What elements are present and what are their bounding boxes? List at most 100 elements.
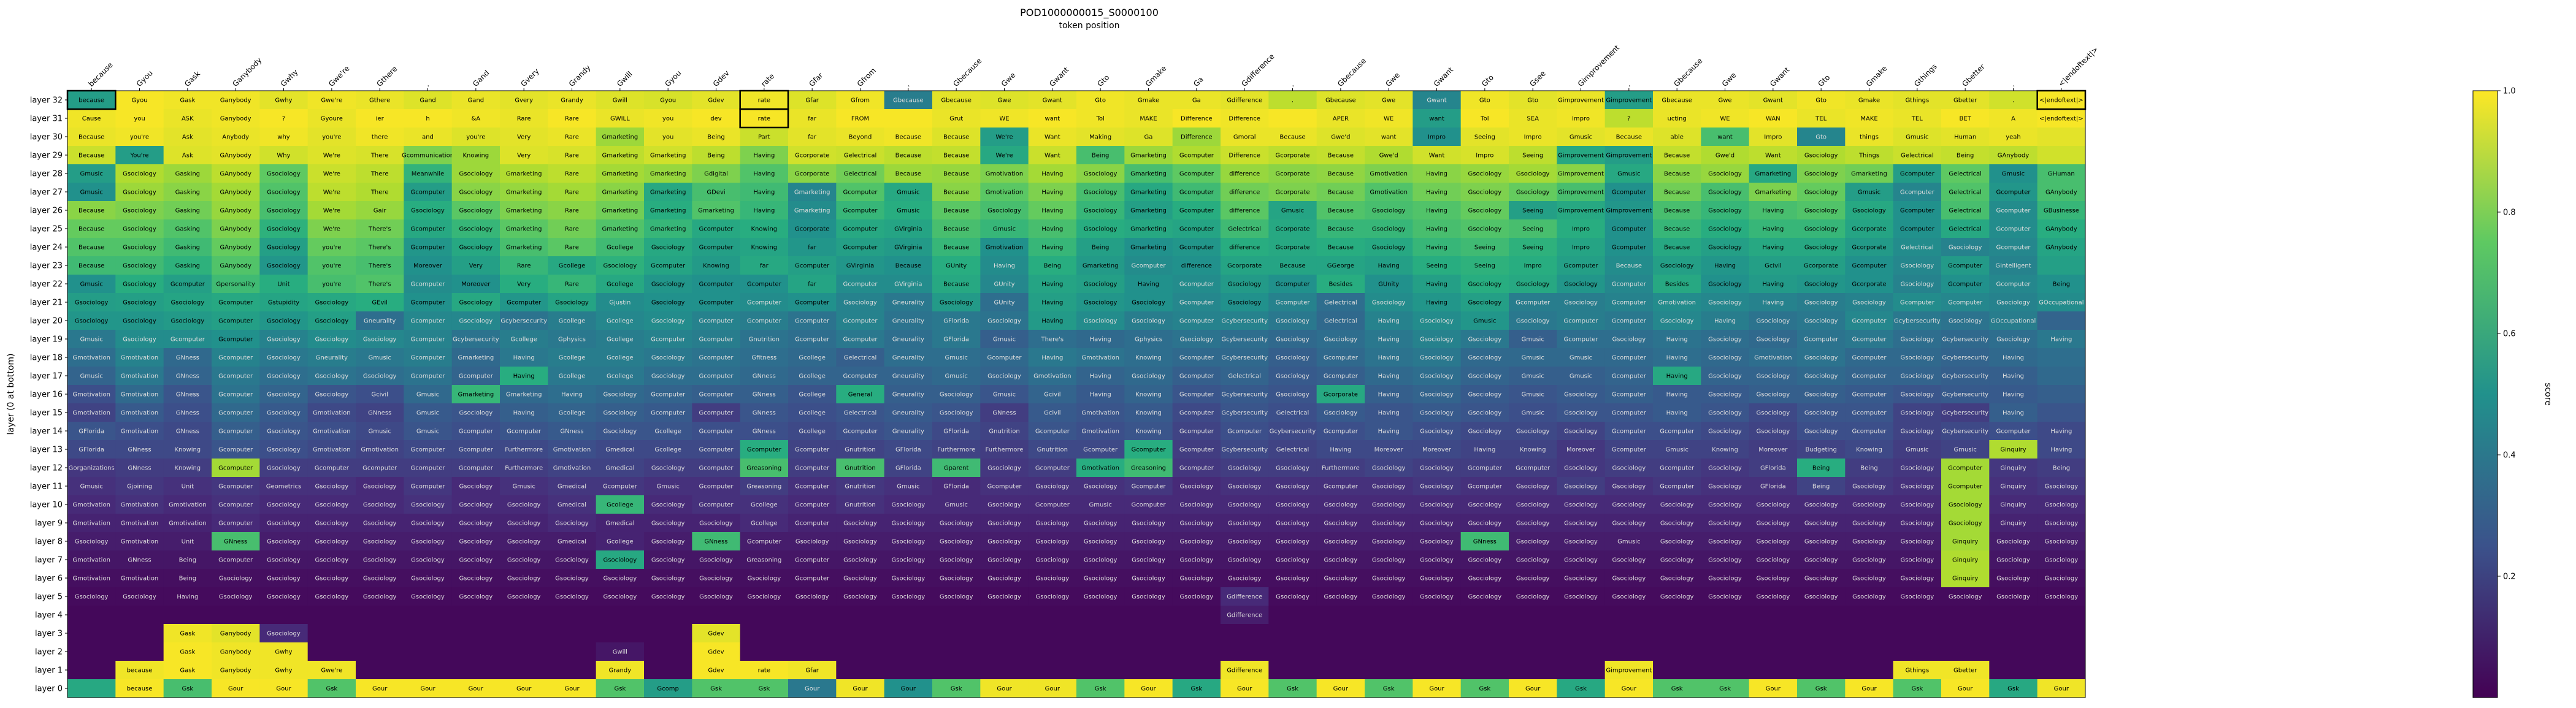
heatmap-cell <box>1460 219 1509 238</box>
cell-token-label: Gimprovement <box>1606 668 1652 674</box>
cell-token-label: Gcomputer <box>1900 189 1935 196</box>
heatmap-cell <box>1172 550 1221 569</box>
cell-token-label: Gsociology <box>1804 428 1838 435</box>
heatmap-cell <box>451 275 500 294</box>
cell-token-label: Gsociology <box>1901 410 1934 417</box>
heatmap-cell <box>1076 440 1125 459</box>
heatmap-cell <box>1316 256 1365 275</box>
heatmap-cell <box>692 385 741 404</box>
heatmap-cell <box>1845 293 1894 312</box>
x-tick-label: Gbecause <box>1672 56 1704 88</box>
heatmap-cell <box>548 311 597 330</box>
heatmap-cell <box>1124 422 1173 441</box>
cell-token-label: Gsociology <box>1804 189 1838 196</box>
cell-token-label: Gcybersecurity <box>1942 337 1988 343</box>
heatmap-cell <box>932 201 981 220</box>
heatmap-cell <box>1989 293 2038 312</box>
cell-token-label: Gthere <box>369 97 390 104</box>
heatmap-cell <box>500 109 548 128</box>
cell-token-label: Gsociology <box>1036 539 1070 546</box>
cell-token-label: Gour <box>2054 686 2069 693</box>
cell-token-label: There's <box>1041 337 1064 343</box>
cell-token-label: Gneurality <box>892 410 924 417</box>
heatmap-cell <box>2037 514 2086 533</box>
cell-token-label: Gcomputer <box>699 337 734 343</box>
cell-token-label: Gsociology <box>651 318 685 325</box>
y-tick-label: layer 11 <box>30 482 63 492</box>
heatmap-cell <box>1604 330 1654 349</box>
heatmap-cell <box>212 661 260 680</box>
heatmap-cell <box>596 348 645 367</box>
cell-token-label: Gsociology <box>1420 502 1454 509</box>
heatmap-cell <box>115 311 164 330</box>
cell-token-label: Gcomputer <box>1996 245 2031 251</box>
heatmap-cell <box>1509 606 1557 625</box>
heatmap-cell <box>596 532 645 551</box>
heatmap-cell <box>1413 477 1462 496</box>
cell-token-label: Knowing <box>1520 447 1546 454</box>
heatmap-cell <box>1316 642 1365 661</box>
cell-token-label: GNness <box>560 428 583 435</box>
heatmap-cell <box>740 587 789 606</box>
cell-token-label: Gelectrical <box>844 355 877 362</box>
heatmap-cell <box>404 403 453 422</box>
cell-token-label: Gsociology <box>315 557 349 564</box>
heatmap-cell <box>1749 495 1798 514</box>
cell-token-label: Seeing <box>1474 263 1495 270</box>
heatmap-cell <box>1989 91 2038 110</box>
heatmap-cell <box>548 128 597 147</box>
cell-token-label: Gask <box>180 97 195 104</box>
cell-token-label: Having <box>1041 189 1063 196</box>
heatmap-cell <box>1509 440 1557 459</box>
cell-token-label: Gsociology <box>1324 594 1358 601</box>
cell-token-label: Gsociology <box>1804 410 1838 417</box>
cell-token-label: Gsociology <box>315 318 349 325</box>
heatmap-cell <box>1172 661 1221 680</box>
heatmap-cell <box>1268 532 1317 551</box>
cell-token-label: Gsociology <box>1996 539 2030 546</box>
heatmap-cell <box>692 183 741 202</box>
y-tick-label: layer 6 <box>35 574 63 584</box>
cell-token-label: Ginquiry <box>2000 484 2026 490</box>
cell-token-label: Gsociology <box>1372 208 1406 215</box>
cell-token-label: Very <box>517 281 531 288</box>
heatmap-cell <box>596 385 645 404</box>
heatmap-cell <box>1845 109 1894 128</box>
cell-token-label: Gsociology <box>1180 594 1214 601</box>
cell-token-label: Gsociology <box>1708 373 1742 380</box>
heatmap-cell <box>788 514 837 533</box>
cell-token-label: GNness <box>704 539 727 546</box>
cell-token-label: Gmotivation <box>121 410 159 417</box>
cell-token-label: Gsociology <box>1372 520 1406 527</box>
cell-token-label: Gcomputer <box>1468 465 1503 472</box>
heatmap-cell <box>307 569 356 588</box>
cell-token-label: Gsociology <box>1276 502 1309 509</box>
cell-token-label: Gimprovement <box>1606 153 1652 159</box>
heatmap-cell <box>740 348 789 367</box>
cell-token-label: Gsociology <box>651 520 685 527</box>
heatmap-cell <box>740 238 789 257</box>
cell-token-label: Gsociology <box>1468 300 1502 306</box>
cell-token-label: Impro <box>1524 134 1542 141</box>
heatmap-cell <box>500 587 548 606</box>
cell-token-label: Gstupidity <box>268 300 299 306</box>
heatmap-cell <box>1509 385 1557 404</box>
cell-token-label: Gsociology <box>363 576 397 582</box>
heatmap-cell <box>1124 550 1173 569</box>
cell-token-label: difference <box>1229 189 1260 196</box>
cell-token-label: Gsociology <box>1516 539 1550 546</box>
heatmap-cell <box>1893 477 1942 496</box>
cell-token-label: Gsociology <box>1757 337 1790 343</box>
heatmap-cell <box>1749 219 1798 238</box>
heatmap-cell <box>836 311 885 330</box>
cell-token-label: Gsociology <box>411 557 445 564</box>
cell-token-label: Gsociology <box>1612 484 1646 490</box>
cell-token-label: Having <box>753 171 775 178</box>
cell-token-label: Gcollege <box>799 428 826 435</box>
heatmap-cell <box>932 550 981 569</box>
heatmap-cell <box>307 146 356 165</box>
cell-token-label: Gsociology <box>267 392 301 398</box>
cell-token-label: Gcomputer <box>747 300 782 306</box>
cell-token-label: Gsociology <box>987 557 1021 564</box>
cell-token-label: GAnybody <box>2045 189 2077 196</box>
